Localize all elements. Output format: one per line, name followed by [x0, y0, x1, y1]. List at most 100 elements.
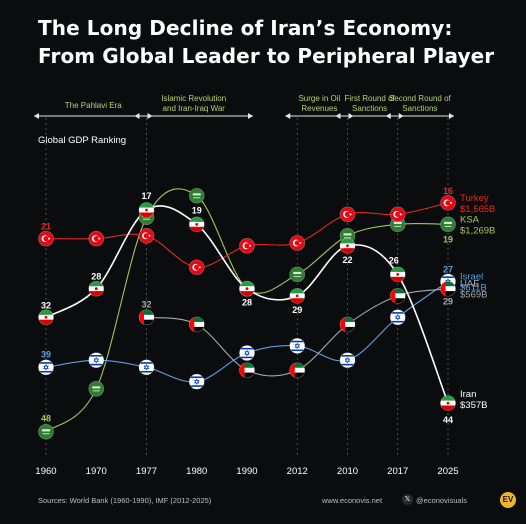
era-title: Islamic Revolution — [161, 94, 226, 103]
x-tick-label: 1990 — [236, 466, 257, 477]
series-lines — [45, 188, 449, 433]
end-label-value: $1,565B — [460, 204, 495, 215]
rank-label-iran: 28 — [91, 272, 101, 282]
israel-flag-icon — [289, 338, 306, 354]
iran-flag-icon — [339, 238, 356, 254]
iran-flag-icon — [289, 288, 306, 304]
end-label-value: $611B — [460, 283, 487, 294]
era-arrow-left — [134, 113, 140, 119]
website-link[interactable]: www.econovis.net — [322, 496, 383, 505]
uae-flag-icon — [339, 316, 356, 333]
uae-flag-icon — [389, 288, 406, 304]
iran-flag-icon — [239, 280, 255, 297]
rank-label-iran: 32 — [41, 300, 51, 310]
turkey-flag-icon — [289, 235, 306, 251]
turkey-flag-icon — [389, 206, 406, 223]
saudi-flag-icon — [440, 216, 456, 233]
israel-flag-icon — [88, 352, 105, 369]
uae-flag-icon — [440, 280, 456, 297]
turkey-flag-icon — [440, 195, 456, 211]
turkey-flag-icon — [138, 227, 155, 244]
rank-label-uae: 29 — [443, 297, 453, 307]
x-tick-label: 1970 — [86, 466, 107, 477]
turkey-flag-icon — [339, 206, 356, 223]
econovis-logo: EV — [500, 492, 516, 508]
line-ksa — [45, 188, 449, 433]
x-tick-label: 1980 — [186, 466, 207, 477]
end-label-name: UAE — [460, 279, 480, 290]
uae-flag-icon — [239, 362, 255, 379]
uae-flag-icon — [289, 362, 306, 379]
rank-label-iran: 29 — [292, 305, 302, 315]
rank-label-iran: 19 — [192, 205, 202, 215]
era-title: Sanctions — [402, 104, 437, 113]
iran-flag-icon — [88, 280, 105, 297]
israel-flag-icon — [188, 373, 205, 390]
iran-flag-icon — [389, 266, 406, 283]
era-title: Sanctions — [352, 104, 387, 113]
israel-flag-icon — [138, 359, 155, 376]
x-tick-label: 2025 — [437, 466, 458, 477]
rank-label-iran: 17 — [141, 191, 151, 201]
rank-label-iran: 44 — [443, 415, 453, 425]
x-tick-label: 2010 — [337, 466, 358, 477]
turkey-flag-icon — [239, 238, 255, 254]
iran-flag-icon — [188, 216, 205, 233]
iran-flag-icon — [138, 202, 155, 218]
line-turkey — [45, 202, 449, 268]
turkey-flag-icon — [38, 230, 54, 247]
x-tick-label: 1977 — [136, 466, 157, 477]
uae-flag-icon — [138, 309, 155, 326]
rank-label-iran: 28 — [242, 298, 252, 308]
turkey-flag-icon — [188, 259, 205, 276]
iran-flag-icon — [440, 395, 456, 411]
rank-labels: 48 19 39 27 32 29 21 16 32 28 17 19 28 29 22 26 44 — [41, 186, 453, 425]
rank-label-turkey: 16 — [443, 186, 453, 196]
rank-label-ksa: 48 — [41, 414, 51, 424]
era-title: First Round of — [345, 94, 396, 103]
end-label-name: Israel — [460, 272, 483, 283]
israel-flag-icon — [389, 309, 406, 326]
era-title: Surge in Oil — [298, 94, 340, 103]
rank-label-uae: 32 — [141, 299, 151, 309]
turkey-flag-icon — [88, 230, 105, 247]
end-label-value: $1,269B — [460, 225, 495, 236]
end-label-name: KSA — [460, 214, 480, 225]
rank-label-ksa: 19 — [443, 234, 453, 244]
rank-label-israel: 27 — [443, 265, 453, 275]
era-title: and Iran-Iraq War — [163, 104, 226, 113]
saudi-flag-icon — [188, 187, 205, 204]
sources-note: Sources: World Bank (1960-1990), IMF (20… — [38, 496, 212, 505]
era-title: Second Round of — [389, 94, 452, 103]
chart-subtitle: Global GDP Ranking — [38, 135, 126, 146]
era-arrow-left — [34, 113, 39, 119]
title-line-2: From Global Leader to Peripheral Player — [38, 44, 495, 68]
era-arrow-right — [248, 113, 253, 119]
x-tick-label: 2012 — [287, 466, 308, 477]
saudi-flag-icon — [88, 380, 105, 397]
iran-flag-icon — [38, 309, 54, 326]
end-label-name: Iran — [460, 389, 476, 400]
saudi-flag-icon — [289, 266, 306, 283]
uae-flag-icon — [188, 316, 205, 333]
israel-flag-icon — [239, 345, 255, 361]
social-handle[interactable]: @econovisuals — [416, 496, 467, 505]
israel-flag-icon — [339, 352, 356, 369]
rank-label-turkey: 21 — [41, 222, 51, 232]
x-axis: 1960 1970 1977 1980 1990 2012 2010 2017 2025 — [35, 466, 458, 477]
title-line-1: The Long Decline of Iran’s Economy: — [38, 16, 453, 40]
end-label-value: $357B — [460, 400, 487, 411]
rank-label-israel: 39 — [41, 349, 51, 359]
x-tick-label: 2017 — [387, 466, 408, 477]
x-logo-icon: 𝕏 — [402, 494, 413, 505]
x-tick-label: 1960 — [35, 466, 56, 477]
era-arrow-left — [335, 113, 341, 119]
end-label-name: Turkey — [460, 193, 489, 204]
era-title: Revenues — [301, 104, 337, 113]
israel-flag-icon — [38, 359, 54, 376]
era-arrow-left — [285, 113, 291, 119]
era-arrow-right — [449, 113, 454, 119]
